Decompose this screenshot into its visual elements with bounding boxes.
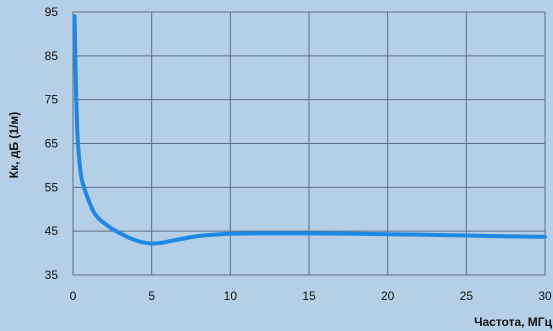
x-tick-label: 10	[224, 289, 238, 303]
y-tick-label: 45	[45, 224, 59, 238]
x-tick-label: 15	[302, 289, 316, 303]
x-tick-label: 25	[460, 289, 474, 303]
series-line	[72, 14, 547, 246]
y-axis-title: Кк, дБ (1/м)	[7, 112, 21, 178]
grid	[72, 11, 546, 276]
y-tick-label: 95	[45, 5, 59, 19]
y-tick-label: 75	[45, 93, 59, 107]
x-axis-title: Частота, МГц	[474, 315, 553, 329]
series	[72, 14, 547, 246]
y-tick-label: 55	[45, 180, 59, 194]
x-tick-label: 20	[381, 289, 395, 303]
x-axis-ticks: 0 5 10 15 20 25 30	[70, 289, 552, 303]
x-tick-label: 5	[148, 289, 155, 303]
y-tick-label: 35	[45, 268, 59, 282]
y-tick-label: 65	[45, 137, 59, 151]
x-tick-label: 30	[538, 289, 552, 303]
x-tick-label: 0	[70, 289, 77, 303]
y-axis-ticks: 35 45 55 65 75 85 95	[45, 5, 59, 282]
y-tick-label: 85	[45, 49, 59, 63]
